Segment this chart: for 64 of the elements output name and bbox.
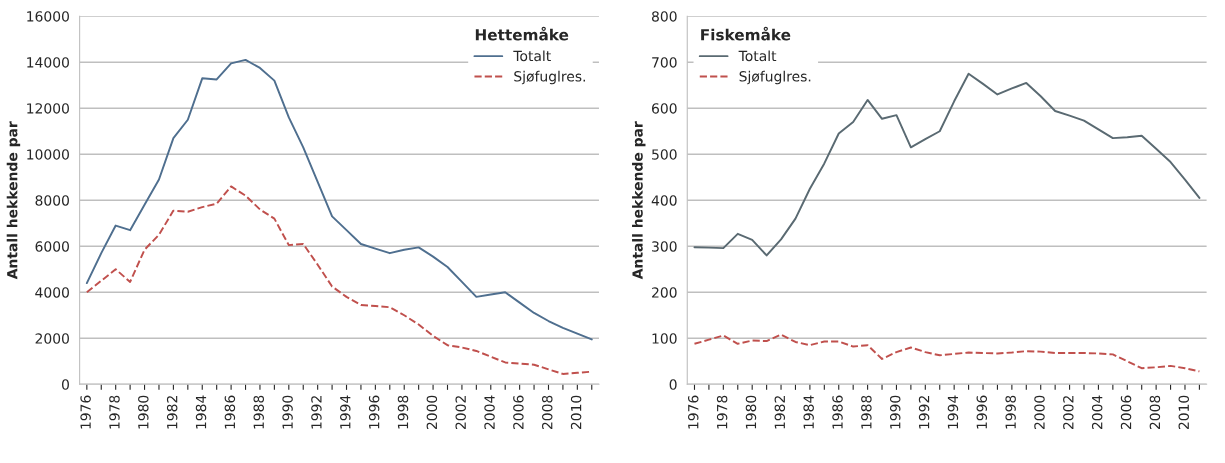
y-tick-label: 300 <box>652 241 677 252</box>
y-tick-label: 200 <box>652 287 677 298</box>
line-series <box>693 333 1201 373</box>
x-tick-label: 2004 <box>1091 395 1103 430</box>
x-tick-label: 1992 <box>311 396 322 429</box>
x-tick-label: 1998 <box>397 395 409 429</box>
y-tick-label: 800 <box>651 11 677 22</box>
x-tick-label: 2002 <box>1063 396 1074 430</box>
y-tick-label: 500 <box>652 149 677 160</box>
x-tick-label: 1982 <box>774 396 786 429</box>
legend-title: Fiskemåke <box>701 26 791 41</box>
legend-label: Sjøfuglres. <box>514 70 585 85</box>
x-tick-label: 1996 <box>976 395 988 429</box>
x-tick-label: 2010 <box>570 395 582 430</box>
x-tick-label: 1994 <box>947 395 959 429</box>
x-tick-label: 1984 <box>803 395 814 429</box>
legend-label: Totalt <box>513 50 551 62</box>
y-tick-label: 400 <box>651 195 677 206</box>
x-tick-label: 1978 <box>716 395 728 429</box>
y-axis-title: Antall hekkende par <box>632 121 646 280</box>
x-tick-label: 2000 <box>1034 395 1045 430</box>
x-tick-label: 2002 <box>455 396 466 430</box>
x-tick-label: 1992 <box>918 396 930 429</box>
x-tick-label: 1982 <box>166 396 178 429</box>
legend-label: Totalt <box>738 50 777 62</box>
legend-title: Hettemåke <box>475 26 569 41</box>
y-tick-label: 4000 <box>35 287 69 298</box>
x-tick-label: 1986 <box>832 395 843 429</box>
x-tick-label: 2004 <box>484 395 495 430</box>
y-tick-label: 16000 <box>27 11 69 22</box>
x-tick-label: 2006 <box>513 395 524 430</box>
x-tick-label: 1980 <box>138 395 149 429</box>
y-tick-label: 0 <box>61 379 69 390</box>
y-tick-label: 12000 <box>27 103 69 114</box>
x-tick-label: 1988 <box>861 395 872 429</box>
x-tick-label: 1984 <box>195 395 207 429</box>
y-axis-title: Antall hekkende par <box>6 121 21 280</box>
x-tick-label: 1990 <box>282 395 293 429</box>
x-tick-label: 1994 <box>340 395 351 429</box>
x-tick-label: 1980 <box>745 395 757 429</box>
y-tick-label: 600 <box>652 103 677 114</box>
y-tick-label: 2000 <box>35 333 69 344</box>
x-tick-label: 2008 <box>1149 395 1161 430</box>
x-tick-label: 1986 <box>224 395 236 429</box>
y-tick-label: 0 <box>669 379 677 390</box>
x-tick-label: 1990 <box>889 395 901 429</box>
y-tick-label: 14000 <box>27 57 69 68</box>
x-tick-label: 1998 <box>1005 395 1016 429</box>
y-tick-label: 100 <box>652 333 677 344</box>
x-tick-label: 1976 <box>688 395 699 429</box>
x-tick-label: 1996 <box>368 395 380 429</box>
y-tick-label: 8000 <box>35 195 69 206</box>
x-tick-label: 1978 <box>109 395 120 429</box>
x-tick-label: 2006 <box>1120 395 1132 430</box>
x-tick-label: 2000 <box>426 395 438 430</box>
line-series <box>693 72 1201 257</box>
x-tick-label: 1976 <box>80 395 91 429</box>
x-tick-label: 2008 <box>542 395 553 430</box>
x-tick-label: 1988 <box>253 395 264 429</box>
y-tick-label: 700 <box>652 57 677 68</box>
x-tick-label: 2010 <box>1178 395 1190 430</box>
y-tick-label: 6000 <box>35 241 69 252</box>
y-tick-label: 10000 <box>27 149 69 160</box>
legend-label: Sjøfuglres. <box>739 70 811 85</box>
